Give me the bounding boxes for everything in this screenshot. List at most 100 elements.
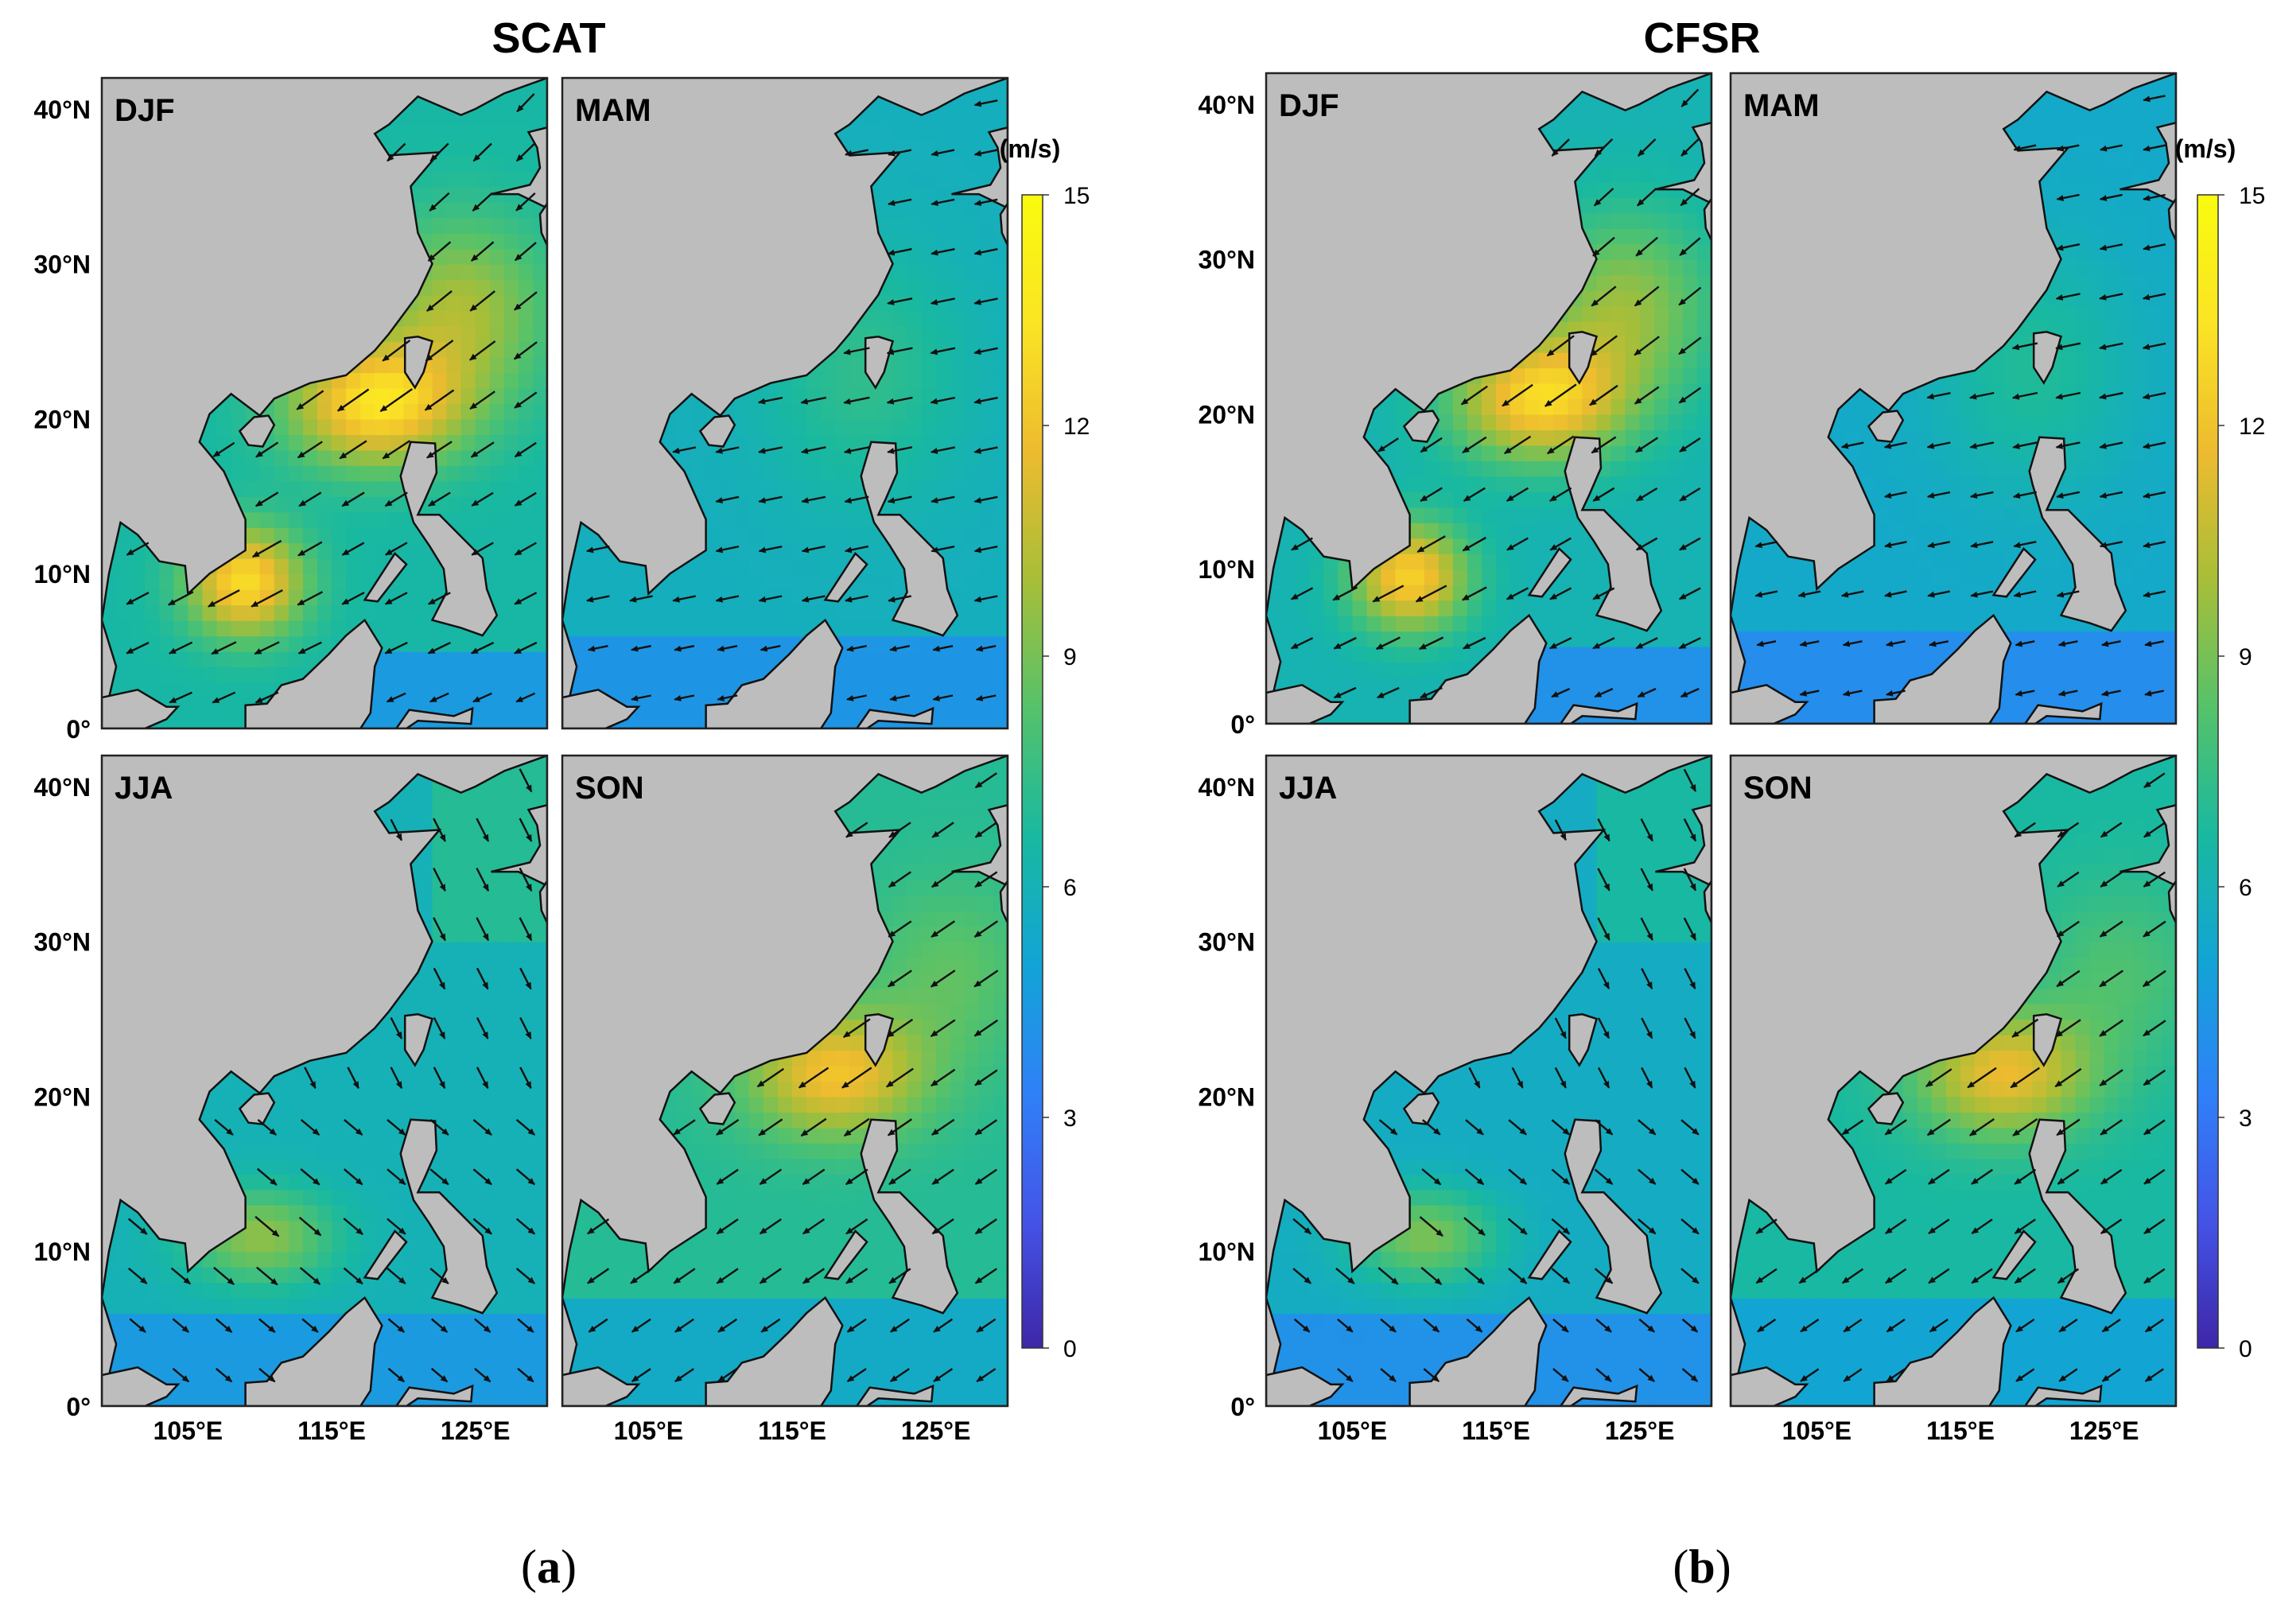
wind-arrow xyxy=(1419,636,1444,651)
landmass xyxy=(1408,613,1548,724)
landmass xyxy=(562,1366,641,1406)
wind-arrow xyxy=(301,1318,319,1333)
wind-arrow xyxy=(387,142,406,162)
wind-arrow xyxy=(2142,342,2166,351)
wind-arrow xyxy=(2099,144,2123,152)
wind-arrow xyxy=(1420,686,1443,699)
wind-arrow xyxy=(1466,1318,1483,1333)
wind-arrow xyxy=(1635,487,1658,502)
landmass xyxy=(823,551,868,603)
landmass xyxy=(399,1118,499,1315)
wind-arrow xyxy=(1591,286,1617,307)
wind-arrow xyxy=(343,1168,363,1186)
wind-vectors xyxy=(585,99,998,701)
wind-arrow xyxy=(1969,1118,1995,1136)
wind-arrow xyxy=(887,1118,912,1136)
wind-arrow xyxy=(1544,383,1577,407)
wind-arrow xyxy=(716,1218,739,1235)
wind-arrow xyxy=(973,920,998,938)
wind-arrow xyxy=(386,692,406,703)
landmass xyxy=(2120,122,2176,204)
wind-arrow xyxy=(519,768,533,793)
wind-arrow xyxy=(1684,1066,1696,1089)
lat-tick-label: 20°N xyxy=(34,1082,91,1111)
wind-arrow xyxy=(2057,640,2078,647)
wind-arrow xyxy=(1885,690,1906,697)
wind-arrow xyxy=(1415,585,1447,603)
wind-arrow xyxy=(2100,1119,2123,1136)
wind-arrow xyxy=(843,347,870,355)
map-cfsr-jja: JJA xyxy=(1265,754,1713,1408)
wind-arrow xyxy=(1843,1319,1863,1333)
wind-arrow xyxy=(344,1118,363,1136)
wind-arrow xyxy=(1421,1168,1442,1186)
wind-arrow xyxy=(716,1119,740,1136)
lon-tick-label: 115°E xyxy=(1462,1416,1530,1445)
wind-arrow xyxy=(472,1118,492,1136)
wind-arrow xyxy=(846,694,867,701)
wind-arrow xyxy=(1375,636,1401,651)
wind-arrow xyxy=(1460,385,1488,406)
wind-arrow xyxy=(300,1118,321,1136)
wind-arrow xyxy=(2099,491,2123,499)
wind-arrow xyxy=(297,441,323,459)
wind-arrow xyxy=(974,1168,997,1185)
wind-arrow xyxy=(930,969,956,988)
wind-arrow xyxy=(2056,491,2081,499)
wind-arrow xyxy=(514,441,537,458)
lat-tick-label: 30°N xyxy=(1199,246,1256,274)
landmass xyxy=(2032,1013,2063,1067)
season-label: MAM xyxy=(1743,88,1820,123)
wind-arrow xyxy=(2144,1319,2164,1333)
wind-arrow xyxy=(931,1218,954,1235)
wind-arrow xyxy=(1798,1268,1820,1284)
wind-arrow xyxy=(801,545,826,554)
wind-arrow xyxy=(1678,286,1702,306)
wind-arrow xyxy=(1597,1066,1611,1089)
wind-arrow xyxy=(298,491,322,507)
wind-arrow xyxy=(1463,1217,1486,1236)
landmass xyxy=(698,414,736,448)
wind-arrow xyxy=(1679,237,1701,256)
wind-arrow xyxy=(585,546,610,554)
wind-arrow xyxy=(519,818,533,842)
colorbar-tick-label: 0 xyxy=(2239,1336,2252,1362)
wind-arrow xyxy=(256,1266,278,1286)
wind-arrow xyxy=(1971,1268,1993,1284)
wind-arrow xyxy=(1595,1318,1612,1333)
wind-arrow xyxy=(1640,868,1653,892)
wind-arrow xyxy=(2099,243,2123,251)
wind-arrow xyxy=(2143,243,2166,251)
wind-arrow xyxy=(2055,391,2081,400)
wind-arrow xyxy=(2099,1019,2123,1037)
wind-arrow xyxy=(631,645,651,652)
wind-arrow xyxy=(476,1017,489,1039)
wind-arrow xyxy=(1594,138,1614,157)
lon-tick-label: 105°E xyxy=(614,1416,684,1445)
wind-arrow xyxy=(930,1019,956,1038)
wind-arrow xyxy=(844,495,869,504)
wind-arrow xyxy=(1591,436,1617,454)
wind-arrow xyxy=(172,1367,189,1383)
wind-arrow xyxy=(469,390,495,410)
wind-arrow xyxy=(629,595,653,603)
landmass xyxy=(394,706,474,728)
landmass xyxy=(238,414,276,448)
wind-arrow xyxy=(1420,487,1443,503)
wind-arrow xyxy=(430,1318,449,1333)
lat-tick-label: 10°N xyxy=(1199,555,1256,584)
landmass xyxy=(102,1366,181,1406)
wind-arrow xyxy=(390,818,403,841)
map-frame xyxy=(1265,754,1713,1408)
map-scat-son: SON xyxy=(561,754,1009,1408)
wind-arrow xyxy=(1683,917,1697,941)
wind-arrow xyxy=(585,595,610,603)
wind-arrow xyxy=(1681,1368,1699,1382)
landmass xyxy=(1873,613,2012,724)
landmass xyxy=(2032,331,2063,385)
wind-arrow xyxy=(1592,587,1615,600)
lat-tick-label: 30°N xyxy=(34,928,91,957)
wind-arrow xyxy=(1634,286,1660,307)
landmass xyxy=(855,1384,934,1406)
wind-arrow xyxy=(1928,1168,1950,1185)
